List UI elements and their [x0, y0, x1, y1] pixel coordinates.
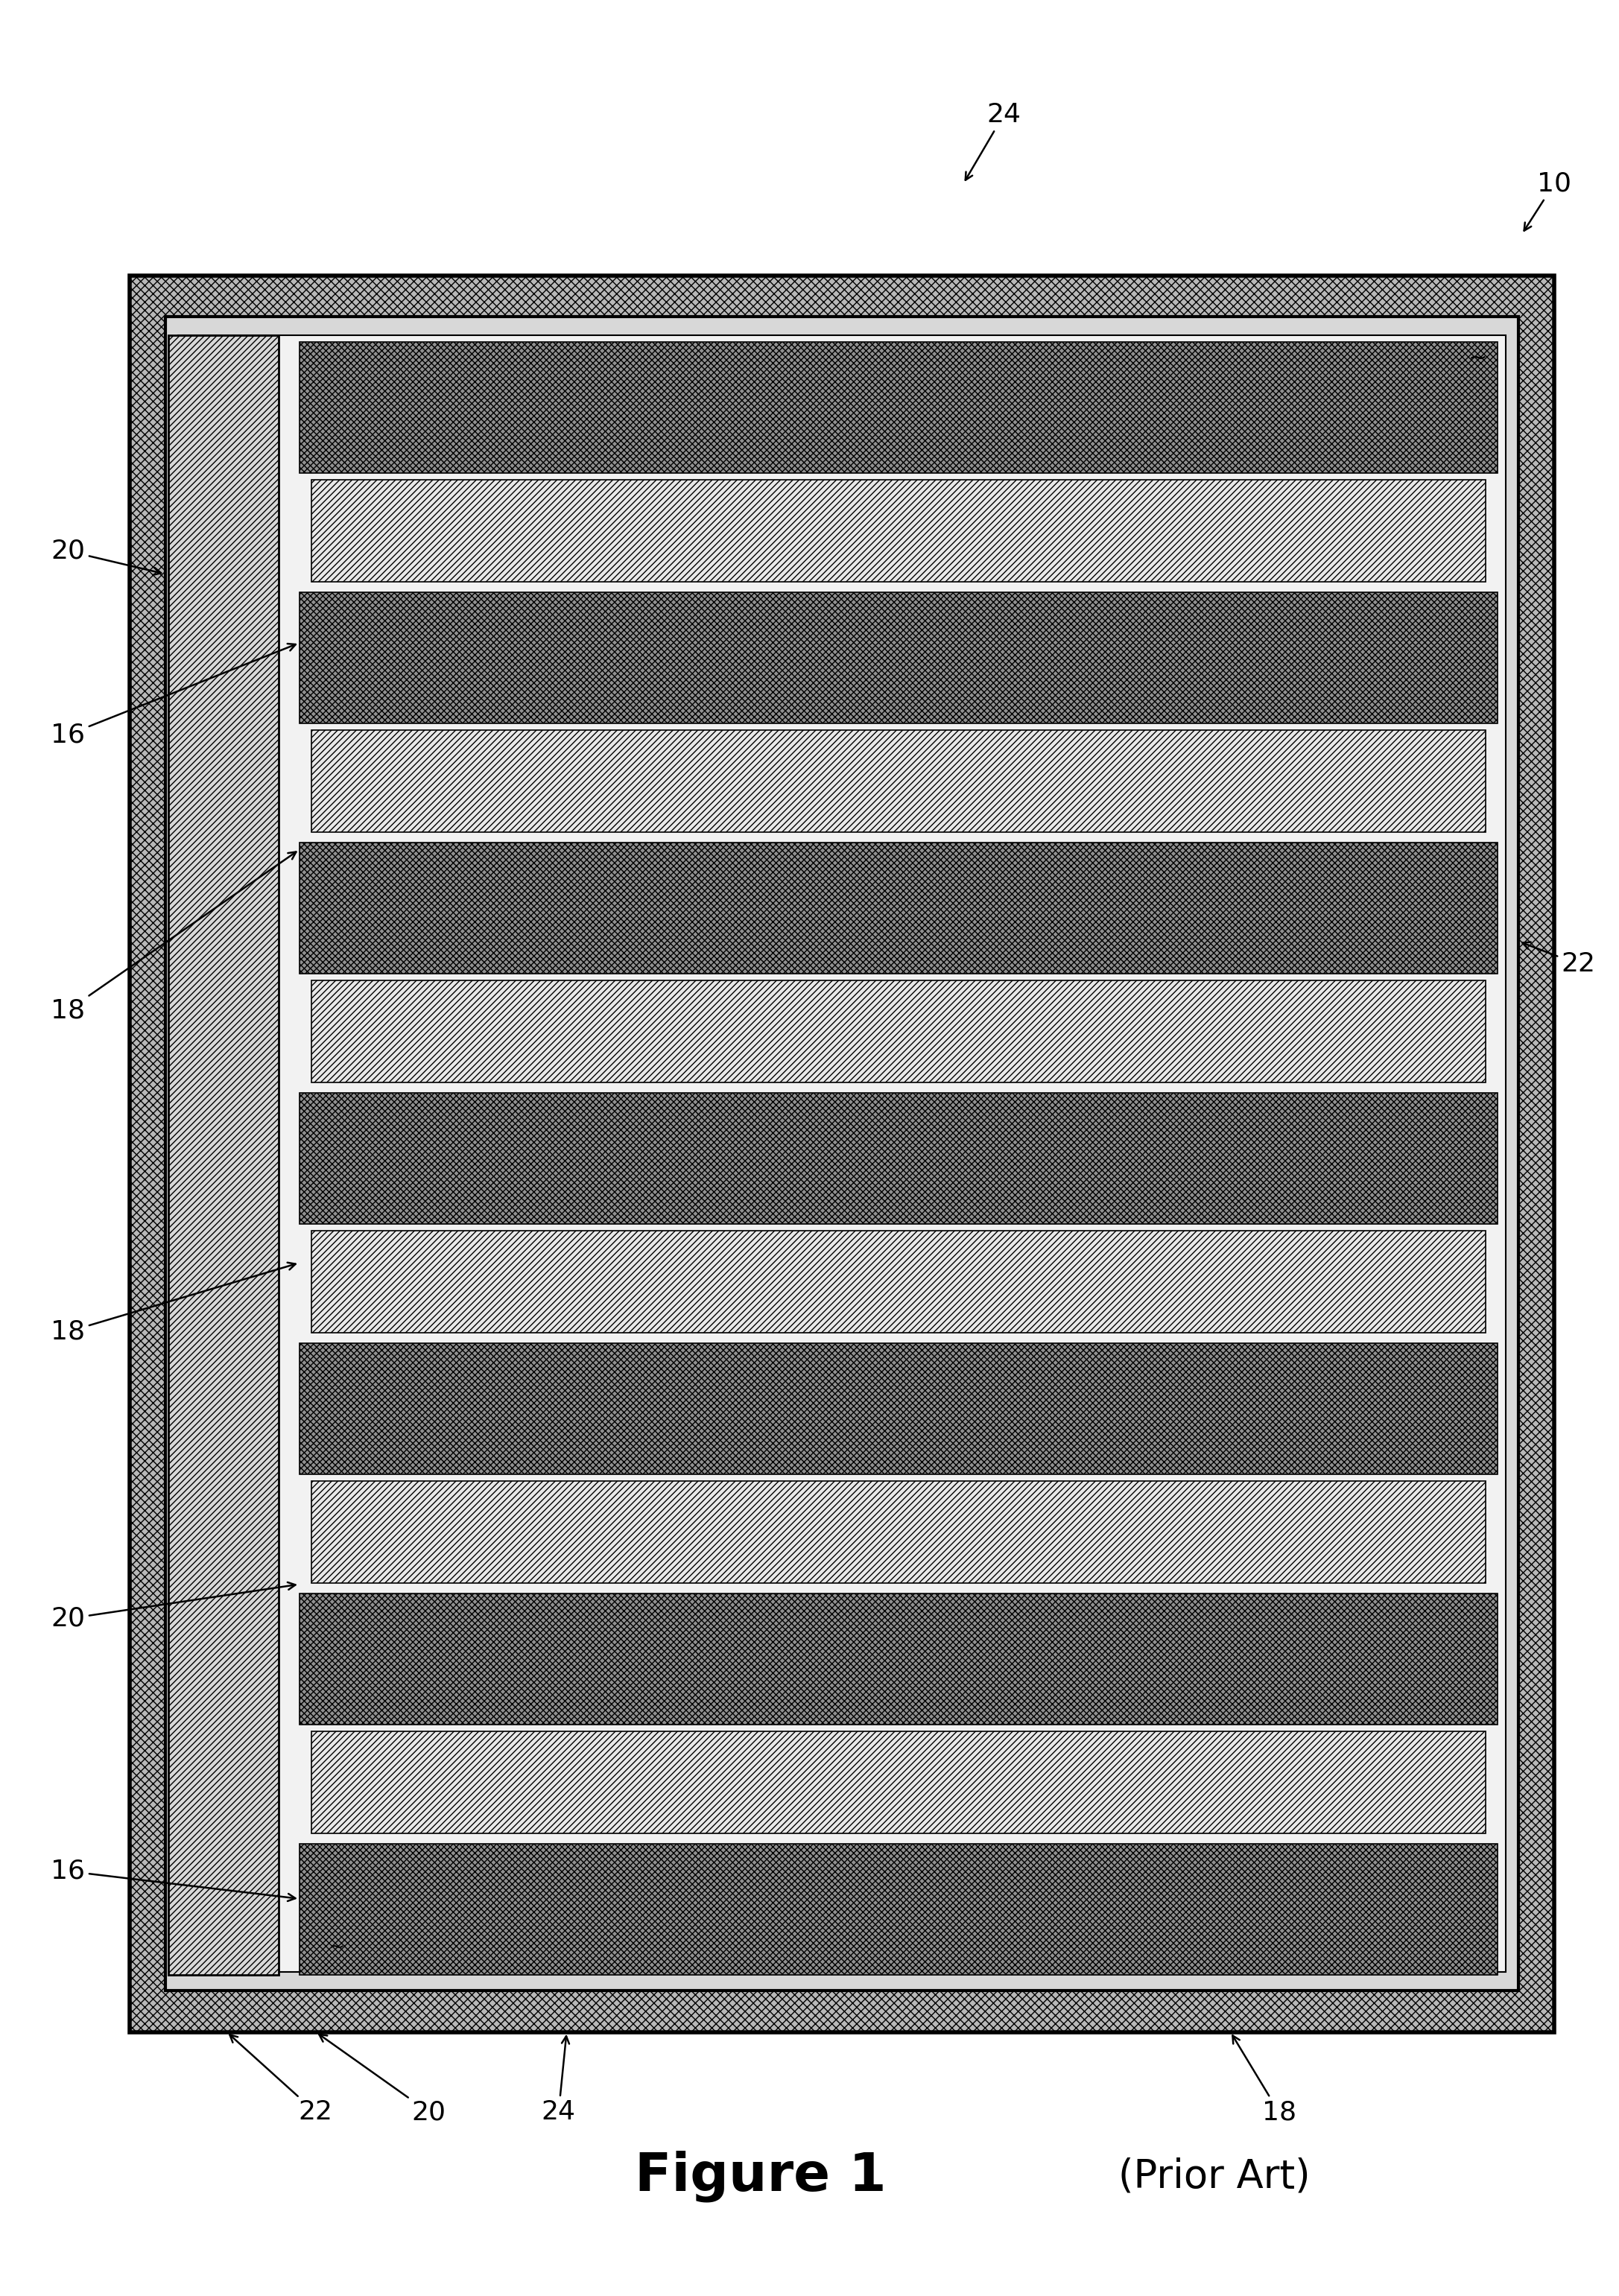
Text: 16: 16 [50, 643, 296, 748]
Text: 18: 18 [1232, 2037, 1297, 2126]
Bar [300, 592, 1498, 723]
Bar [130, 276, 1554, 2032]
Bar [300, 843, 1498, 974]
Bar [311, 1231, 1486, 1334]
Text: 22: 22 [1522, 941, 1596, 978]
Text: Figure 1: Figure 1 [635, 2151, 887, 2202]
Text: 18: 18 [50, 1263, 296, 1345]
Text: 24: 24 [541, 2037, 576, 2126]
Bar [311, 480, 1486, 583]
Bar [300, 1343, 1498, 1474]
Text: (Prior Art): (Prior Art) [1119, 2158, 1310, 2195]
Text: 20: 20 [50, 1582, 295, 1632]
Text: 24: 24 [965, 101, 1022, 179]
Text: ~: ~ [1468, 347, 1488, 370]
Bar [311, 980, 1486, 1084]
Bar [300, 1844, 1498, 1975]
Text: ~: ~ [329, 1938, 345, 1956]
Bar [311, 730, 1486, 833]
Text: 22: 22 [230, 2034, 334, 2126]
Bar [300, 1093, 1498, 1224]
Bar [300, 342, 1498, 473]
Text: 18: 18 [50, 852, 296, 1024]
Text: 10: 10 [1523, 170, 1572, 230]
Bar [168, 335, 278, 1975]
Bar [311, 1731, 1486, 1835]
Bar [300, 1593, 1498, 1724]
Text: 20: 20 [319, 2034, 447, 2126]
Bar [311, 1481, 1486, 1584]
Bar [165, 317, 1519, 1991]
Text: 16: 16 [50, 1857, 295, 1901]
Bar [178, 335, 1506, 1972]
Text: 20: 20 [50, 537, 162, 574]
